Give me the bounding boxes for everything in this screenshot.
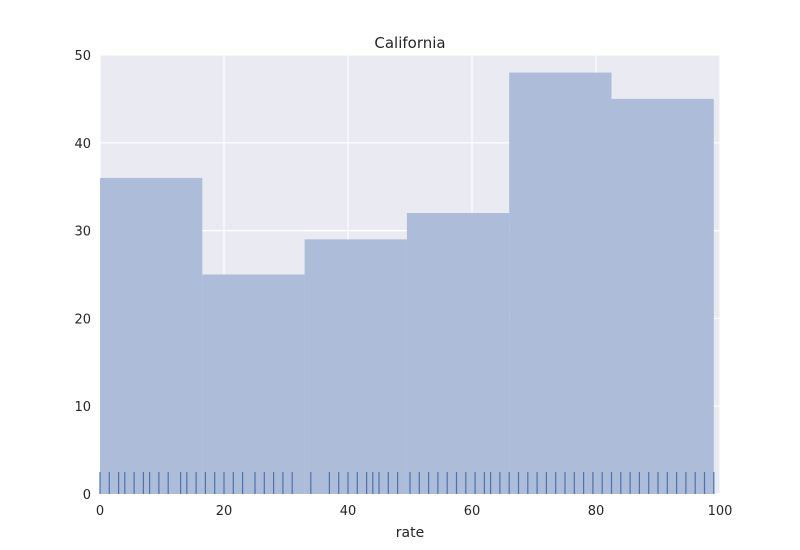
y-tick-label: 30 xyxy=(74,225,91,240)
x-tick-label: 60 xyxy=(464,504,481,519)
histogram-bar xyxy=(406,213,510,495)
x-axis-label: rate xyxy=(396,525,424,541)
y-tick-label: 0 xyxy=(83,488,91,503)
y-tick-label: 40 xyxy=(74,137,91,152)
x-tick-labels: 0 20 40 60 80 100 xyxy=(96,504,733,519)
histogram-bar xyxy=(202,274,305,494)
histogram-bars xyxy=(100,72,714,495)
x-tick-label: 100 xyxy=(708,504,733,519)
y-tick-label: 20 xyxy=(74,312,91,327)
y-tick-labels: 0 10 20 30 40 50 xyxy=(74,49,91,503)
x-tick-label: 80 xyxy=(588,504,605,519)
histogram-bar xyxy=(509,72,612,494)
x-tick-label: 0 xyxy=(96,504,104,519)
histogram-bar xyxy=(304,239,407,494)
histogram-bar xyxy=(611,98,714,495)
x-tick-label: 20 xyxy=(216,504,233,519)
chart-title: California xyxy=(374,34,445,52)
x-tick-label: 40 xyxy=(340,504,357,519)
rug-ticks xyxy=(99,472,715,494)
y-tick-label: 50 xyxy=(74,49,91,64)
y-tick-label: 10 xyxy=(74,400,91,415)
histogram-bar xyxy=(100,177,203,495)
